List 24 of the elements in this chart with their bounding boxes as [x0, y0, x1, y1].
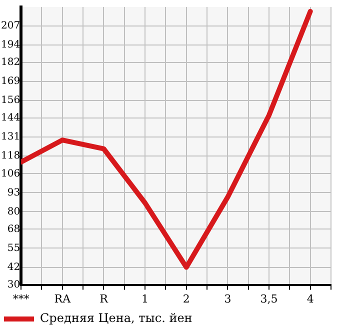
y-tick-label: 194	[0, 40, 20, 51]
x-tick-label: RA	[54, 292, 72, 306]
y-tick-label: 131	[0, 132, 20, 143]
x-tick-label: ***	[12, 292, 30, 306]
y-tick-label: 182	[0, 57, 20, 68]
y-tick-label: 80	[7, 206, 20, 218]
x-tick-label: 2	[182, 292, 190, 306]
y-tick-label: 42	[7, 262, 20, 273]
y-tick-label: 156	[0, 95, 20, 106]
x-tick-label: 1	[142, 292, 149, 306]
y-tick-label: 144	[0, 112, 20, 124]
y-tick-label: 30	[7, 279, 20, 290]
y-tick-label: 93	[7, 187, 20, 198]
y-tick-label: 118	[0, 150, 20, 162]
x-tick-label: 3	[224, 292, 232, 306]
y-tick-label: 68	[7, 224, 20, 235]
x-tick-label: 3,5	[260, 292, 278, 306]
x-tick-label: 4	[306, 292, 314, 306]
y-tick-label: 169	[0, 76, 20, 88]
y-tick-label: 55	[7, 242, 20, 254]
x-tick-label: R	[100, 292, 109, 306]
y-tick-label: 106	[0, 168, 20, 180]
legend-label: Средняя Цена, тыс. йен	[40, 311, 192, 326]
y-tick-label: 207	[0, 20, 20, 32]
